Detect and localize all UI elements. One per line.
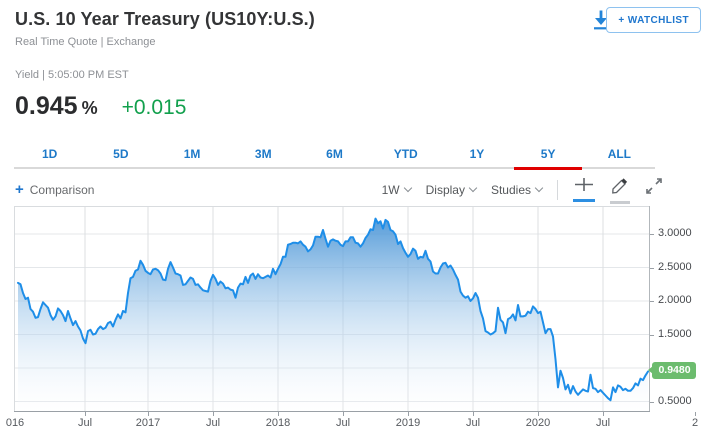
page-title: U.S. 10 Year Treasury (US10Y:U.S.) (15, 9, 315, 29)
x-axis-label: 2020 (525, 417, 551, 429)
chevron-down-icon (534, 183, 544, 193)
badge-notch-icon (648, 366, 653, 375)
price-row: 0.945 % +0.015 (15, 92, 186, 121)
tab-5d[interactable]: 5D (113, 147, 129, 161)
studies-label: Studies (490, 182, 531, 197)
tabs-underline (14, 167, 655, 169)
x-axis-tick (695, 412, 696, 416)
x-axis-label: Jul (205, 417, 221, 429)
watchlist-button[interactable]: + WATCHLIST (606, 7, 701, 33)
x-axis-tick (213, 412, 214, 416)
tab-all[interactable]: ALL (607, 147, 632, 161)
last-price-label: 0.9480 (658, 364, 691, 377)
price-value: 0.945 (15, 92, 78, 120)
x-axis-label: 2018 (265, 417, 291, 429)
tab-1m[interactable]: 1M (183, 147, 201, 161)
comparison-label: Comparison (29, 182, 95, 197)
x-axis-tick (85, 412, 86, 416)
x-axis-label: 2019 (395, 417, 421, 429)
x-axis-label: Jul (465, 417, 481, 429)
tab-1d[interactable]: 1D (41, 147, 58, 161)
x-axis-label: Jul (335, 417, 351, 429)
tab-1y[interactable]: 1Y (469, 147, 485, 161)
x-axis-label: 2017 (135, 417, 161, 429)
download-button[interactable] (590, 9, 612, 33)
x-axis-label: 2 (691, 417, 699, 429)
price-unit: % (81, 98, 98, 118)
pencil-icon (610, 176, 630, 199)
chart-style-icon (573, 177, 595, 197)
y-axis-label: 3.0000 (650, 227, 708, 239)
y-axis-label: 2.0000 (650, 294, 708, 306)
interval-dropdown[interactable]: 1W (381, 182, 412, 197)
quote-meta: Yield | 5:05:00 PM EST (15, 69, 129, 81)
interval-label: 1W (381, 182, 400, 197)
price-chart[interactable]: 0.9480 3.0000 2.5000 2.0000 1.5000 0.5000 016… (0, 206, 710, 446)
tab-6m[interactable]: 6M (326, 147, 343, 161)
plus-icon: + (15, 180, 24, 198)
y-axis-label: 2.5000 (650, 261, 708, 273)
display-label: Display (425, 182, 465, 197)
tab-ytd[interactable]: YTD (393, 147, 418, 161)
quote-subtitle: Real Time Quote | Exchange (15, 36, 156, 48)
chevron-down-icon (468, 183, 478, 193)
expand-icon (645, 177, 663, 200)
x-axis-label: 016 (5, 417, 25, 429)
chevron-down-icon (403, 183, 412, 193)
toolbar-divider (557, 179, 558, 200)
tab-3m[interactable]: 3M (254, 147, 272, 161)
chart-tools: 1W Display Studies (382, 176, 663, 204)
y-axis-label: 1.5000 (650, 328, 708, 340)
chart-toolbar: + Comparison 1W Display Studies (15, 176, 663, 204)
chart-style-button[interactable] (573, 177, 595, 202)
x-axis-tick (343, 412, 344, 416)
x-axis-tick (538, 412, 539, 416)
x-axis-tick (408, 412, 409, 416)
x-axis-tick (603, 412, 604, 416)
download-icon (591, 10, 611, 34)
x-axis-tick (473, 412, 474, 416)
fullscreen-button[interactable] (645, 177, 663, 202)
y-axis-label: 0.5000 (650, 395, 708, 407)
x-axis-tick (148, 412, 149, 416)
comparison-button[interactable]: + Comparison (15, 180, 95, 198)
draw-button[interactable] (610, 176, 630, 204)
range-tabs: 1D 5D 1M 3M 6M YTD 1Y 5Y ALL (14, 147, 655, 170)
price-change: +0.015 (121, 96, 187, 119)
x-axis-label: Jul (77, 417, 93, 429)
price-chart-svg[interactable] (14, 206, 650, 412)
x-axis-label: Jul (595, 417, 611, 429)
x-axis-tick (278, 412, 279, 416)
display-dropdown[interactable]: Display (425, 182, 478, 197)
last-price-badge: 0.9480 (648, 362, 696, 380)
studies-dropdown[interactable]: Studies (490, 182, 544, 197)
tab-5y[interactable]: 5Y (513, 147, 584, 170)
